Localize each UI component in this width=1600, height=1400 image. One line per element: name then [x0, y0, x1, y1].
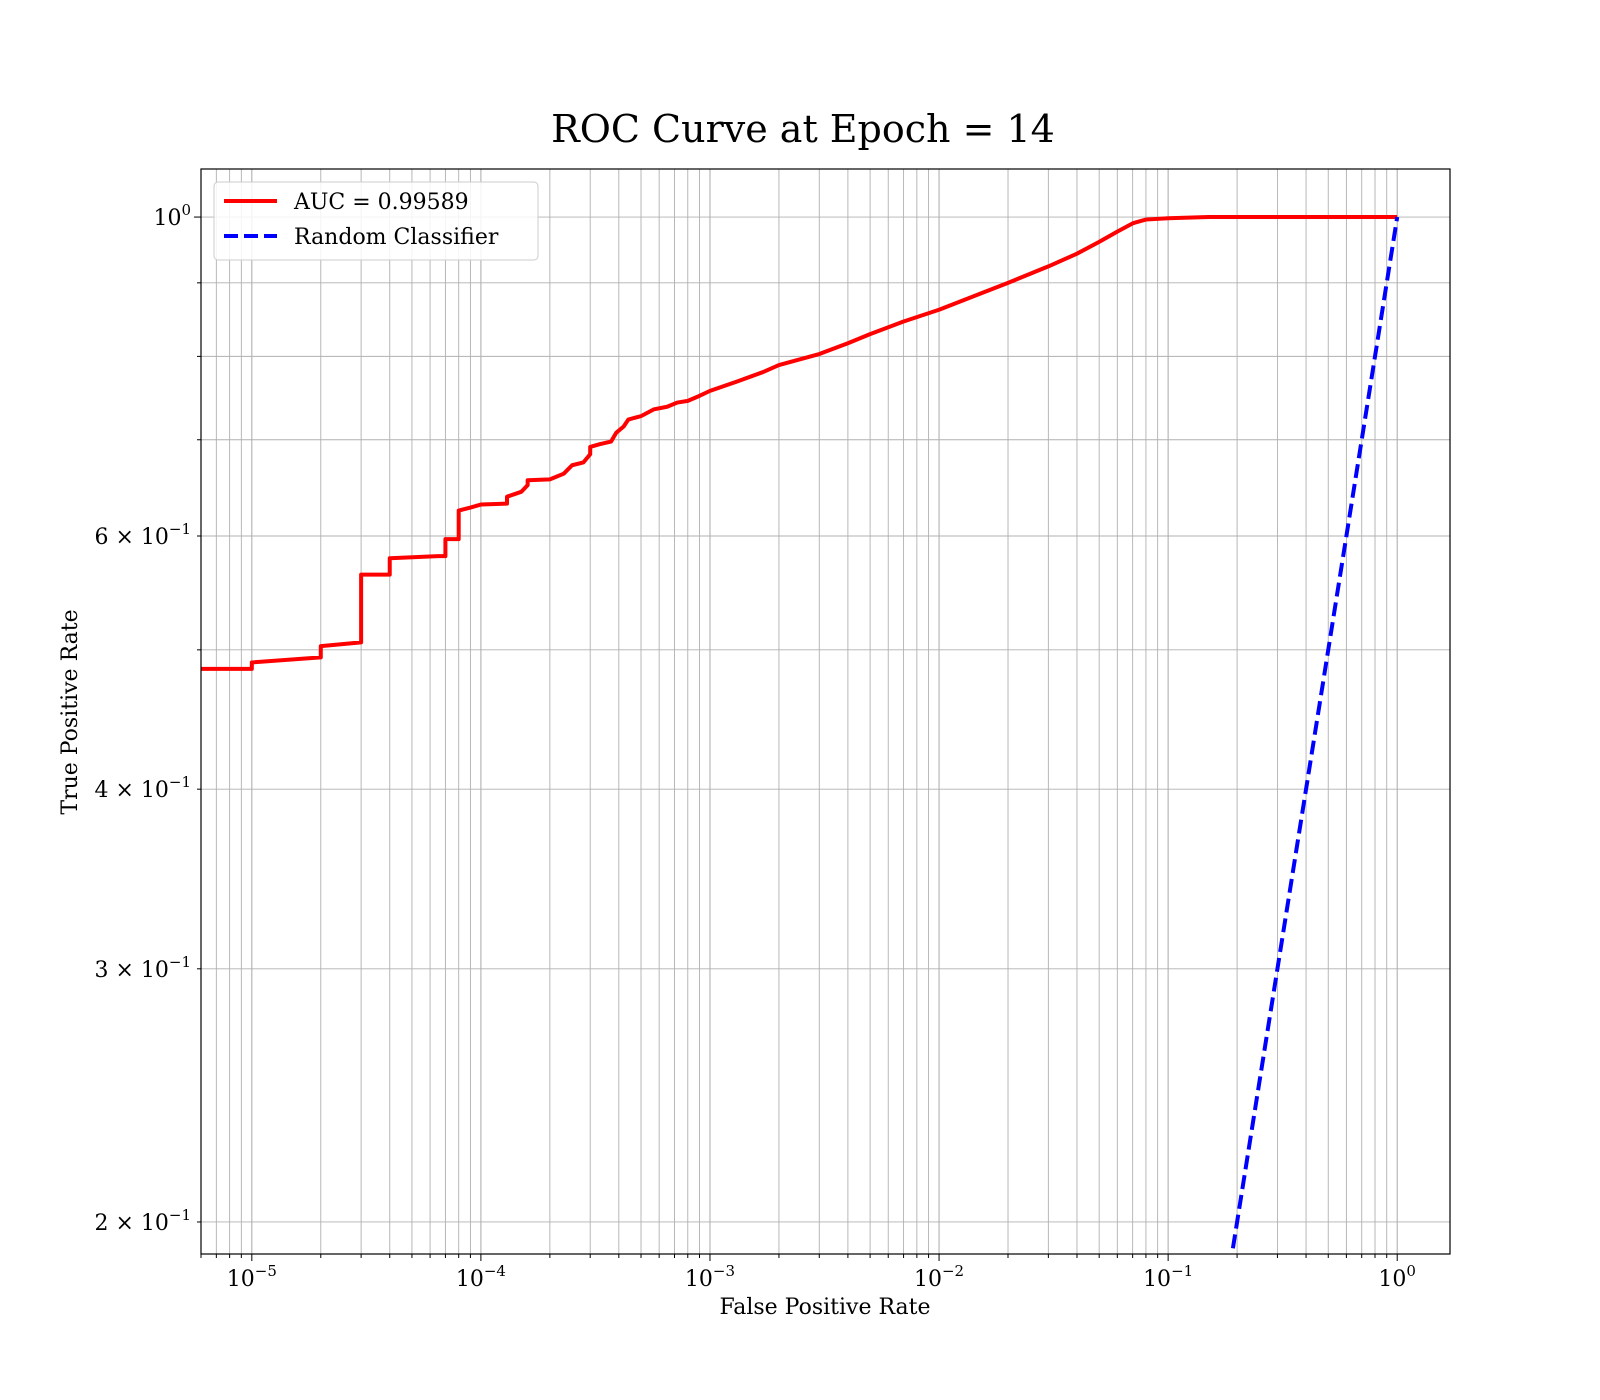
roc-curve-line: [201, 215, 1398, 671]
y-tick-label: 4 × 10−1: [94, 773, 191, 803]
plot-frame: [200, 168, 1451, 1255]
x-tick-label: 10−3: [685, 1262, 735, 1292]
series-layer: [201, 215, 1400, 1254]
x-axis-ticks: 10−5 10−4 10−3 10−2 10−1 100: [200, 1254, 1416, 1292]
x-tick-label: 10−4: [456, 1262, 506, 1292]
y-axis-label: True Positive Rate: [58, 609, 83, 814]
chart-title: ROC Curve at Epoch = 14: [551, 107, 1055, 151]
y-tick-label: 2 × 10−1: [94, 1206, 191, 1236]
legend-box: [213, 181, 539, 261]
x-tick-label: 10−5: [227, 1262, 277, 1292]
y-tick-label: 3 × 10−1: [94, 953, 191, 983]
y-axis-ticks: 100 6 × 10−1 4 × 10−1 3 × 10−1 2 × 10−1: [94, 201, 201, 1236]
x-tick-label: 10−1: [1143, 1262, 1193, 1292]
x-tick-label: 10−2: [914, 1262, 964, 1292]
legend-label-auc: AUC = 0.99589: [293, 190, 469, 215]
x-axis-label: False Positive Rate: [719, 1295, 930, 1320]
grid: [200, 169, 1450, 1254]
x-tick-label: 100: [1378, 1262, 1416, 1292]
y-tick-label: 6 × 10−1: [94, 520, 191, 550]
legend: AUC = 0.99589 Random Classifier: [213, 181, 539, 261]
random-classifier-line: [1229, 216, 1400, 1254]
y-tick-label: 100: [153, 201, 191, 231]
legend-label-random: Random Classifier: [294, 225, 499, 250]
